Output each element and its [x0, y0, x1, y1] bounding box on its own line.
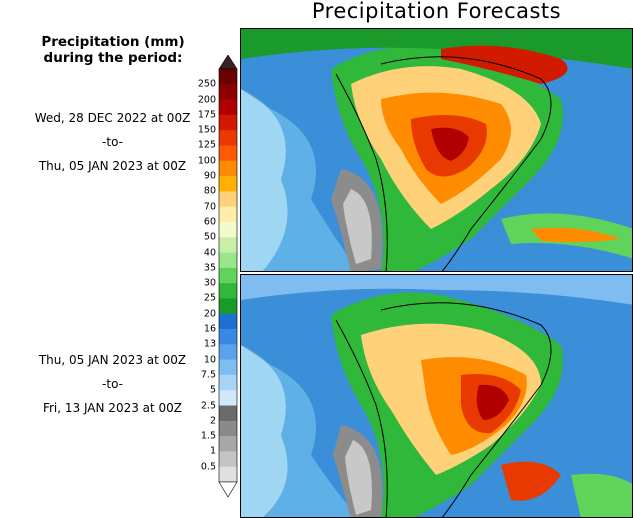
- colorbar-tick-label: 16: [203, 323, 216, 335]
- colorbar-tick-label: 90: [203, 170, 216, 182]
- colorbar-segment: [219, 84, 237, 100]
- colorbar-segment: [219, 466, 237, 483]
- colorbar-segment: [219, 145, 237, 162]
- colorbar-segment: [219, 221, 237, 238]
- colorbar-tick-label: 40: [203, 247, 216, 259]
- page-title: Precipitation Forecasts: [311, 0, 562, 23]
- colorbar-tick-label: 125: [197, 139, 216, 151]
- period-2-dates: Thu, 05 JAN 2023 at 00Z -to- Fri, 13 JAN…: [20, 348, 205, 420]
- colorbar-tick-label: 20: [203, 308, 216, 320]
- colorbar-segment: [219, 160, 237, 177]
- colorbar-segment: [219, 329, 237, 345]
- precip-map-2: [241, 275, 632, 517]
- colorbar-tick-label: 50: [203, 231, 216, 243]
- colorbar-segment: [219, 176, 237, 192]
- colorbar-tick-label: 60: [203, 216, 216, 228]
- colorbar-segment: [219, 451, 237, 468]
- period-2-start: Thu, 05 JAN 2023 at 00Z: [38, 353, 187, 367]
- colorbar-tick-label: 7.5: [200, 369, 216, 381]
- map-period-1: [240, 28, 633, 272]
- period-1-end: Thu, 05 JAN 2023 at 00Z: [38, 159, 187, 173]
- colorbar-tick-label: 0.5: [200, 461, 216, 473]
- colorbar-segment: [219, 267, 237, 284]
- colorbar-segment: [219, 237, 237, 253]
- colorbar-segment: [219, 191, 237, 207]
- colorbar-segment: [219, 206, 237, 223]
- colorbar-segment: [219, 313, 237, 330]
- colorbar-bottom-triangle: [218, 481, 238, 498]
- colorbar-segment: [219, 359, 237, 376]
- colorbar-segment: [219, 130, 237, 146]
- colorbar-tick-label: 1.5: [200, 430, 216, 442]
- colorbar-segment: [219, 252, 237, 269]
- map-period-2: [240, 274, 633, 518]
- colorbar-segment: [219, 114, 237, 131]
- legend-title-line-1: Precipitation (mm): [41, 34, 185, 50]
- colorbar-tick-label: 35: [203, 262, 216, 274]
- colorbar-segment: [219, 283, 237, 299]
- colorbar-tick-label: 2: [209, 415, 216, 427]
- colorbar-segment: [219, 405, 237, 422]
- colorbar-tick-label: 250: [197, 78, 216, 90]
- colorbar-segment: [219, 298, 237, 315]
- precip-map-1: [241, 29, 632, 271]
- colorbar-tick-label: 200: [197, 94, 216, 106]
- colorbar-tick-label: 80: [203, 185, 216, 197]
- legend-title-line-2: during the period:: [43, 50, 183, 66]
- colorbar-tick-label: 25: [203, 292, 216, 304]
- colorbar-segment: [219, 99, 237, 116]
- colorbar-tick-label: 10: [203, 354, 216, 366]
- colorbar-segment: [219, 344, 237, 360]
- colorbar-tick-label: 70: [203, 201, 216, 213]
- colorbar-tick-label: 5: [209, 384, 216, 396]
- colorbar-segment: [219, 390, 237, 406]
- colorbar: [218, 54, 238, 498]
- colorbar-graphic: [218, 54, 238, 498]
- period-2-end: Fri, 13 JAN 2023 at 00Z: [42, 401, 183, 415]
- period-1-dates: Wed, 28 DEC 2022 at 00Z -to- Thu, 05 JAN…: [20, 106, 205, 178]
- colorbar-segment: [219, 436, 237, 452]
- colorbar-top-triangle: [218, 54, 238, 70]
- colorbar-tick-label: 13: [203, 338, 216, 350]
- period-1-separator: -to-: [102, 135, 123, 149]
- colorbar-tick-label: 2.5: [200, 400, 216, 412]
- colorbar-segment: [219, 374, 237, 391]
- period-1-start: Wed, 28 DEC 2022 at 00Z: [34, 111, 191, 125]
- colorbar-segment: [219, 420, 237, 437]
- colorbar-tick-label: 100: [197, 155, 216, 167]
- colorbar-tick-label: 150: [197, 124, 216, 136]
- colorbar-tick-label: 1: [209, 445, 216, 457]
- colorbar-tick-label: 175: [197, 109, 216, 121]
- legend-title: Precipitation (mm) during the period:: [28, 34, 198, 66]
- colorbar-segment: [219, 69, 237, 85]
- colorbar-tick-label: 30: [203, 277, 216, 289]
- period-2-separator: -to-: [102, 377, 123, 391]
